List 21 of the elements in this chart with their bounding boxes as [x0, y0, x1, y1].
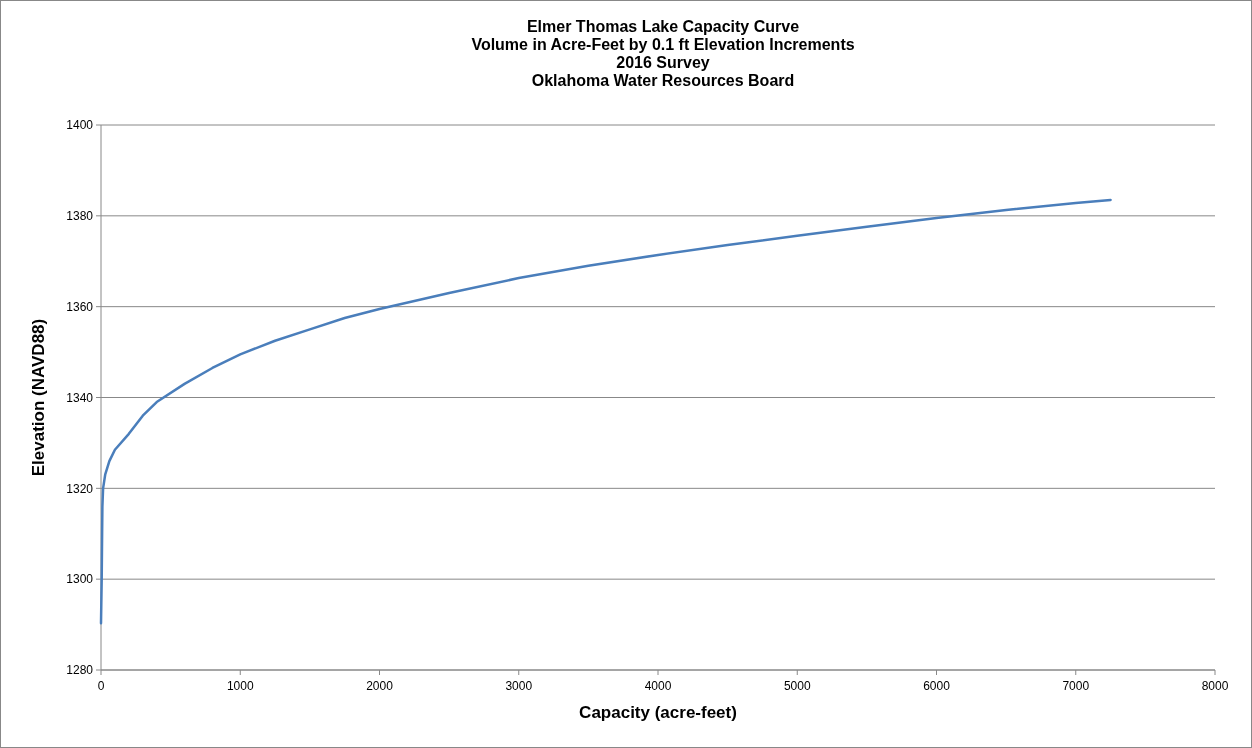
x-tick-label: 6000	[923, 679, 951, 693]
x-tick-label: 3000	[505, 679, 533, 693]
chart-title: Elmer Thomas Lake Capacity Curve	[526, 18, 800, 35]
y-tick-label: 1300	[66, 572, 94, 587]
y-tick-label: 1380	[66, 209, 94, 224]
x-tick-label: 1000	[226, 679, 254, 693]
y-tick-label: 1360	[66, 299, 94, 314]
y-tick-label: 1320	[66, 481, 94, 496]
x-tick-label: 0	[97, 679, 105, 693]
y-tick-label: 1280	[66, 663, 94, 678]
y-axis-title: Elevation (NAVD88)	[29, 318, 48, 477]
chart-subtitle: Volume in Acre-Feet by 0.1 ft Elevation Increments 2016 Survey Oklahoma Water Resources Board	[471, 36, 855, 89]
x-tick-label: 8000	[1201, 679, 1229, 693]
y-tick-label: 1400	[66, 118, 94, 133]
x-tick-label: 7000	[1062, 679, 1090, 693]
x-tick-label: 4000	[644, 679, 672, 693]
x-tick-label: 2000	[366, 679, 394, 693]
x-tick-label: 5000	[783, 679, 811, 693]
x-axis-title: Capacity (acre-feet)	[579, 703, 737, 722]
line-series	[99, 198, 1112, 625]
y-tick-label: 1340	[66, 390, 94, 405]
